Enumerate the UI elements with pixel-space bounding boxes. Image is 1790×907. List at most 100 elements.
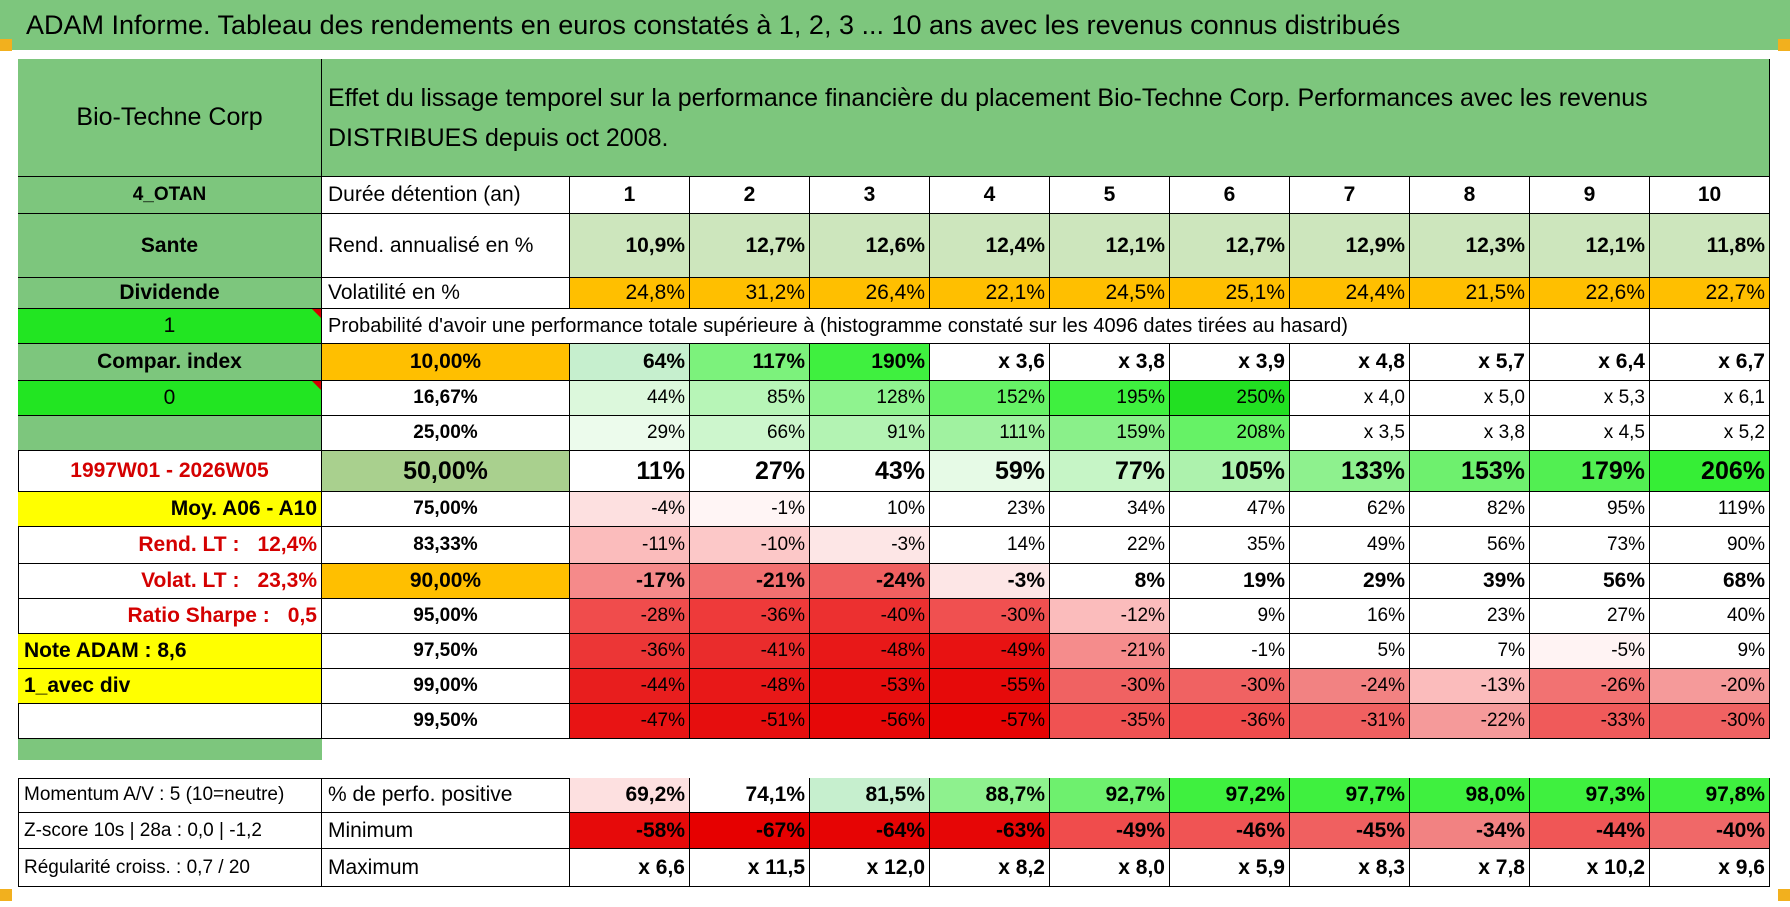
- quantile-value: 9%: [1650, 634, 1770, 669]
- sharpe-ratio-label: Ratio Sharpe :: [127, 604, 270, 627]
- quantile-value: 23%: [1410, 599, 1530, 634]
- positive-label: % de perfo. positive: [322, 778, 570, 813]
- corner-marker: [0, 889, 12, 901]
- zscore-label: Z-score 10s | 28a : 0,0 | -1,2: [18, 813, 322, 849]
- minimum-value: -67%: [690, 813, 810, 849]
- return-value: 12,7%: [1170, 214, 1290, 278]
- quantile-value: 56%: [1410, 527, 1530, 564]
- quantile-value: 29%: [1290, 564, 1410, 599]
- quantile-value: -3%: [810, 527, 930, 564]
- positive-value: 88,7%: [930, 778, 1050, 813]
- duration-label: Durée détention (an): [322, 177, 570, 214]
- quantile-value: 9%: [1170, 599, 1290, 634]
- quantile-value: -56%: [810, 704, 930, 739]
- quantile-value: x 3,9: [1170, 344, 1290, 381]
- sector-label: Sante: [18, 214, 322, 278]
- regularity-label: Régularité croiss. : 0,7 / 20: [18, 849, 322, 887]
- minimum-value: -58%: [570, 813, 690, 849]
- performance-table: Bio-Techne Corp Effet du lissage temporel…: [18, 59, 1770, 887]
- quantile-value: -30%: [1650, 704, 1770, 739]
- quantile-value: -30%: [930, 599, 1050, 634]
- corner-marker: [1778, 39, 1790, 51]
- return-value: 12,1%: [1530, 214, 1650, 278]
- quantile-value: 73%: [1530, 527, 1650, 564]
- volatility-value: 24,4%: [1290, 278, 1410, 309]
- long-term-return-value: 12,4%: [257, 533, 317, 556]
- quantile-value: x 6,4: [1530, 344, 1650, 381]
- quantile-value: 40%: [1650, 599, 1770, 634]
- quantile-value: 153%: [1410, 451, 1530, 492]
- quantile-value: 133%: [1290, 451, 1410, 492]
- quantile-value: x 4,5: [1530, 416, 1650, 451]
- maximum-value: x 11,5: [690, 849, 810, 887]
- quantile-value: 16%: [1290, 599, 1410, 634]
- minimum-value: -45%: [1290, 813, 1410, 849]
- minimum-label: Minimum: [322, 813, 570, 849]
- maximum-value: x 8,0: [1050, 849, 1170, 887]
- average-label: Moy. A06 - A10: [18, 492, 322, 527]
- year-header: 9: [1530, 177, 1650, 214]
- quantile-value: -24%: [1290, 669, 1410, 704]
- quantile-value: 27%: [690, 451, 810, 492]
- minimum-value: -34%: [1410, 813, 1530, 849]
- long-term-volatility: Volat. LT : 23,3%: [18, 564, 322, 599]
- maximum-value: x 9,6: [1650, 849, 1770, 887]
- ticker-code: 4_OTAN: [18, 177, 322, 214]
- report-title: ADAM Informe. Tableau des rendements en …: [0, 0, 1790, 50]
- momentum-label: Momentum A/V : 5 (10=neutre): [18, 778, 322, 813]
- quantile-value: 179%: [1530, 451, 1650, 492]
- minimum-value: -64%: [810, 813, 930, 849]
- quantile-value: 49%: [1290, 527, 1410, 564]
- volatility-value: 24,8%: [570, 278, 690, 309]
- quantile-value: -28%: [570, 599, 690, 634]
- quantile-value: -26%: [1530, 669, 1650, 704]
- table-title: Effet du lissage temporel sur la perform…: [322, 59, 1770, 177]
- quantile-value: 250%: [1170, 381, 1290, 416]
- quantile-value: -24%: [810, 564, 930, 599]
- positive-value: 98,0%: [1410, 778, 1530, 813]
- quantile-value: -30%: [1050, 669, 1170, 704]
- quantile-value: -41%: [690, 634, 810, 669]
- quantile-value: x 5,2: [1650, 416, 1770, 451]
- volatility-value: 26,4%: [810, 278, 930, 309]
- quantile-value: 29%: [570, 416, 690, 451]
- quantile-value: -40%: [810, 599, 930, 634]
- positive-value: 69,2%: [570, 778, 690, 813]
- quantile-threshold: 25,00%: [322, 416, 570, 451]
- volatility-value: 22,1%: [930, 278, 1050, 309]
- volatility-value: 31,2%: [690, 278, 810, 309]
- quantile-value: 59%: [930, 451, 1050, 492]
- quantile-value: x 5,7: [1410, 344, 1530, 381]
- minimum-value: -46%: [1170, 813, 1290, 849]
- corner-marker: [1778, 889, 1790, 901]
- quantile-value: -55%: [930, 669, 1050, 704]
- quantile-value: -36%: [1170, 704, 1290, 739]
- quantile-value: 14%: [930, 527, 1050, 564]
- quantile-value: -13%: [1410, 669, 1530, 704]
- year-header: 6: [1170, 177, 1290, 214]
- quantile-threshold: 16,67%: [322, 381, 570, 416]
- maximum-value: x 5,9: [1170, 849, 1290, 887]
- empty-cell: [1530, 309, 1650, 344]
- quantile-value: 34%: [1050, 492, 1170, 527]
- quantile-value: 23%: [930, 492, 1050, 527]
- quantile-value: -3%: [930, 564, 1050, 599]
- comment-marker: [312, 309, 321, 318]
- quantile-value: -53%: [810, 669, 930, 704]
- quantile-value: 56%: [1530, 564, 1650, 599]
- quantile-value: 152%: [930, 381, 1050, 416]
- corner-marker: [0, 39, 12, 51]
- dividend-mode: 1_avec div: [18, 669, 322, 704]
- quantile-value: x 4,0: [1290, 381, 1410, 416]
- quantile-value: -17%: [570, 564, 690, 599]
- quantile-threshold: 99,00%: [322, 669, 570, 704]
- quantile-value: -12%: [1050, 599, 1170, 634]
- quantile-value: -4%: [570, 492, 690, 527]
- volatility-value: 25,1%: [1170, 278, 1290, 309]
- probability-title: Probabilité d'avoir une performance tota…: [322, 309, 1530, 344]
- quantile-value: 128%: [810, 381, 930, 416]
- positive-value: 97,2%: [1170, 778, 1290, 813]
- quantile-value: 90%: [1650, 527, 1770, 564]
- quantile-threshold: 97,50%: [322, 634, 570, 669]
- sharpe-ratio: Ratio Sharpe : 0,5: [18, 599, 322, 634]
